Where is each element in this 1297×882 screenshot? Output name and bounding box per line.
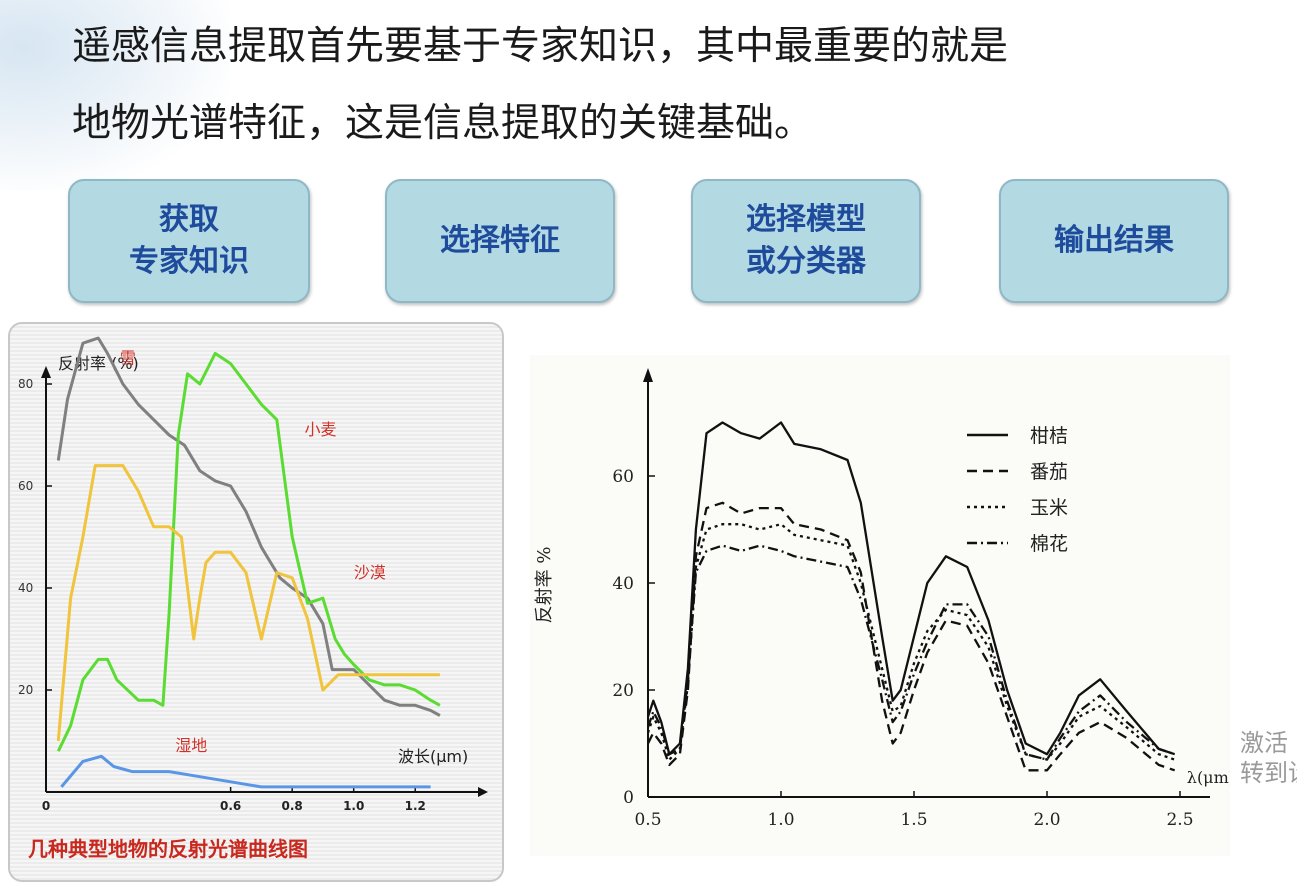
- x-tick-label: 1.5: [900, 810, 927, 830]
- series-line-1: [646, 421, 1176, 756]
- watermark-line-1: 激活: [1240, 729, 1288, 757]
- step-label-line-1: 获取: [159, 202, 219, 237]
- y-tick-label: 60: [18, 479, 33, 493]
- x-tick-label: 2.5: [1166, 810, 1193, 830]
- series-line-4: [646, 544, 1176, 761]
- series-line-1: [56, 336, 441, 717]
- series-label: 沙漠: [354, 563, 386, 582]
- x-axis-arrow: [478, 787, 488, 797]
- x-axis-label: 波长(μm): [398, 747, 468, 766]
- series-line-4: [60, 754, 431, 789]
- background-decoration: [0, 0, 230, 190]
- x-tick-label: 0.6: [220, 799, 241, 813]
- typical-spectra-chart-panel: 0 0.6 0.8 1.0 1.2 20 40 60 80 反射率 (%) 波长(μm) 几种典型地物…: [8, 322, 504, 882]
- heading-line-2: 地物光谱特征，这是信息提取的关键基础。: [72, 101, 814, 146]
- series-line-3: [646, 523, 1176, 761]
- y-tick-label: 80: [18, 377, 33, 391]
- step-acquire-expert-knowledge[interactable]: 获取 专家知识: [68, 179, 310, 303]
- legend-label: 棉花: [1030, 533, 1068, 555]
- y-tick-label: 20: [612, 681, 634, 701]
- heading-line-1: 遥感信息提取首先要基于专家知识，其中最重要的就是: [72, 24, 1009, 69]
- series-label: 湿地: [175, 736, 207, 755]
- series-line-2: [646, 501, 1176, 772]
- x-tick-label: 0.8: [282, 799, 303, 813]
- series-line-3: [56, 464, 440, 742]
- y-tick-label: 0: [623, 788, 634, 808]
- step-label-line-1: 选择模型: [746, 202, 866, 237]
- x-tick-label: 1.0: [343, 799, 364, 813]
- y-tick-label: 40: [612, 574, 634, 594]
- x-tick-label: 1.2: [405, 799, 426, 813]
- step-label-line-2: 或分类器: [746, 244, 866, 279]
- y-tick-label: 20: [18, 683, 33, 697]
- y-axis-arrow: [643, 368, 653, 382]
- x-tick-label: 2.0: [1033, 810, 1060, 830]
- step-label-line-1: 选择特征: [440, 223, 560, 258]
- legend-label: 柑桔: [1030, 425, 1068, 447]
- series-label: 小麦: [304, 420, 336, 439]
- x-tick-label: 0.5: [634, 810, 661, 830]
- y-tick-label: 40: [18, 581, 33, 595]
- x-axis-label: λ(μm): [1187, 768, 1230, 787]
- x-tick-label: 0: [42, 799, 50, 813]
- series-line-2: [56, 351, 441, 752]
- step-label-line-2: 专家知识: [129, 244, 249, 279]
- step-select-features[interactable]: 选择特征: [385, 179, 615, 303]
- y-axis-arrow: [41, 366, 51, 378]
- slide-heading: 遥感信息提取首先要基于专家知识，其中最重要的就是 地物光谱特征，这是信息提取的关…: [72, 8, 1252, 162]
- legend-label: 番茄: [1030, 461, 1068, 483]
- chart-title: 几种典型地物的反射光谱曲线图: [28, 837, 308, 861]
- x-tick-label: 1.0: [767, 810, 794, 830]
- legend-label: 玉米: [1030, 497, 1068, 519]
- y-axis-label: 反射率 %: [534, 547, 555, 624]
- step-label-line-1: 输出结果: [1054, 223, 1174, 258]
- step-select-model-or-classifier[interactable]: 选择模型 或分类器: [691, 179, 921, 303]
- series-label: 雪: [120, 349, 136, 368]
- watermark-line-2: 转到设: [1240, 759, 1297, 787]
- activation-watermark: 激活 转到设: [1240, 728, 1297, 788]
- step-output-results[interactable]: 输出结果: [999, 179, 1229, 303]
- y-tick-label: 60: [612, 467, 634, 487]
